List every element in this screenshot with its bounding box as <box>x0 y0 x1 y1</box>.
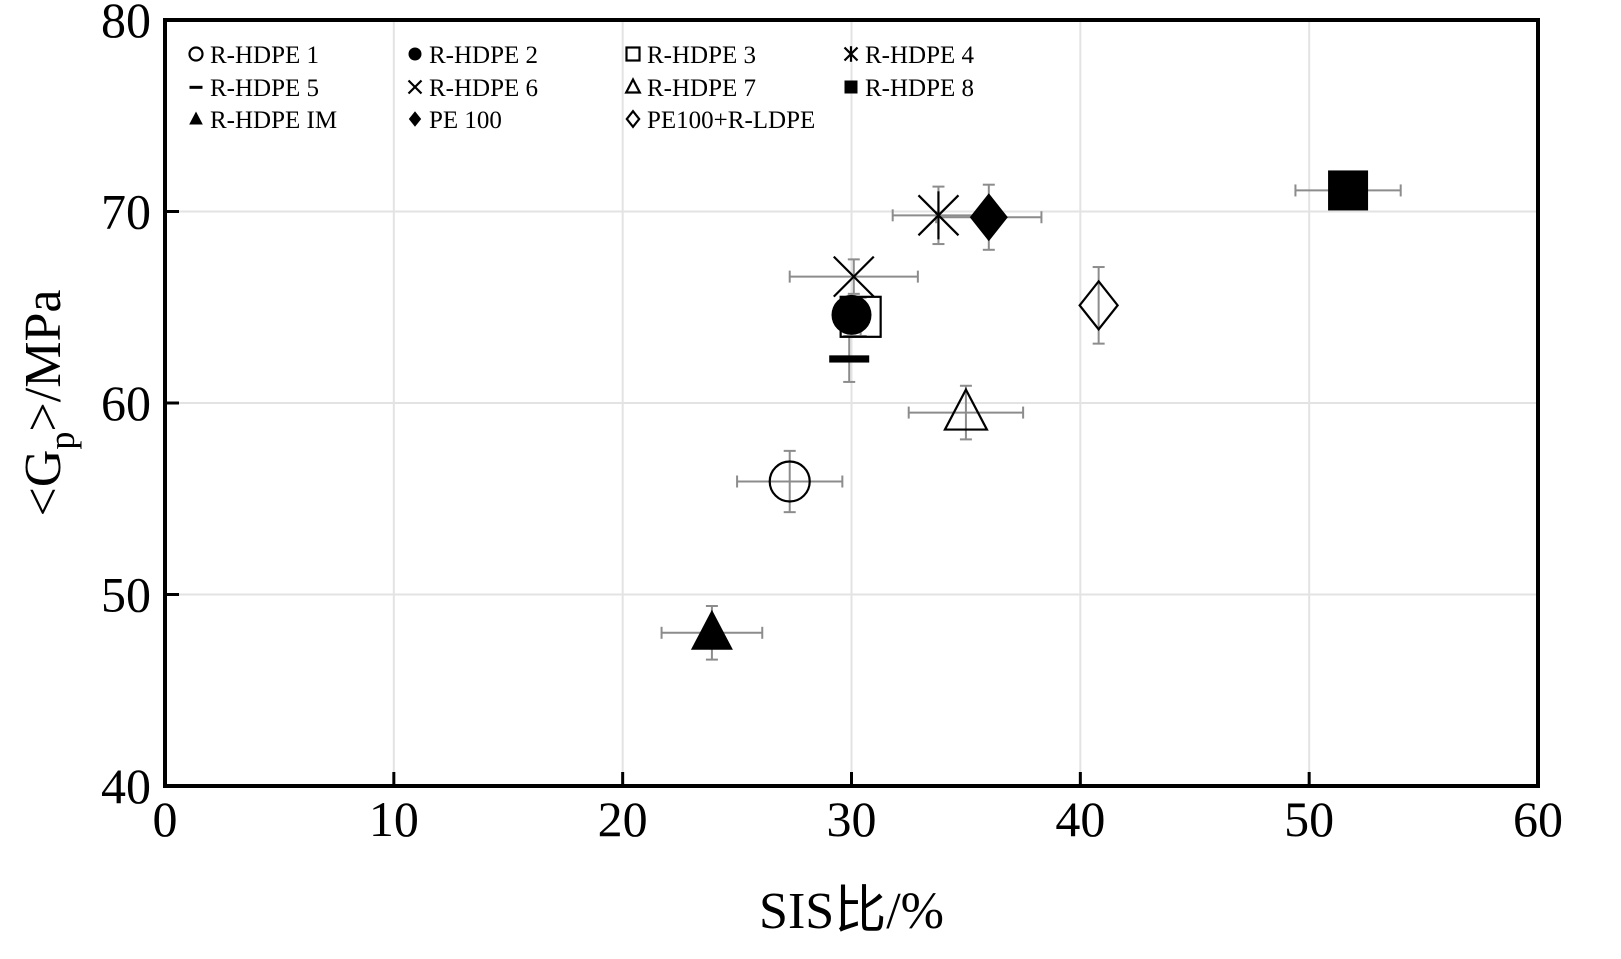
legend-marker <box>189 111 203 125</box>
legend-marker <box>624 77 642 94</box>
legend-item: R-HDPE 4 <box>843 42 975 69</box>
data-point <box>690 609 733 650</box>
legend-label: R-HDPE 3 <box>647 42 756 69</box>
legend-label: R-HDPE IM <box>210 107 337 134</box>
data-point <box>1328 170 1369 211</box>
legend-label: R-HDPE 8 <box>865 75 974 102</box>
legend-marker <box>189 85 203 89</box>
y-axis-title-main: <G <box>15 450 72 517</box>
y-tick-label: 80 <box>101 0 151 48</box>
data-point <box>969 193 1008 242</box>
legend-item: R-HDPE 3 <box>625 42 756 69</box>
x-tick-label: 20 <box>598 791 648 847</box>
legend-item: R-HDPE 6 <box>407 75 538 102</box>
legend-marker <box>844 80 858 94</box>
legend-label: R-HDPE 7 <box>647 75 756 102</box>
x-axis-title: SIS比/% <box>759 883 944 940</box>
data-point <box>1078 279 1120 332</box>
data-point <box>839 295 882 338</box>
y-axis-title-subscript: p <box>42 432 82 450</box>
legend-marker <box>625 109 641 129</box>
legend-marker <box>843 46 859 62</box>
grid-lines <box>165 20 1538 786</box>
legend-item: R-HDPE 5 <box>189 75 319 102</box>
x-tick-label: 10 <box>369 791 419 847</box>
y-tick-label: 50 <box>101 567 151 623</box>
legend-label: R-HDPE 4 <box>865 42 975 69</box>
data-point <box>917 191 960 240</box>
x-tick-label: 40 <box>1055 791 1105 847</box>
data-point <box>831 294 872 335</box>
x-tick-label: 60 <box>1513 791 1563 847</box>
data-point <box>829 355 870 363</box>
legend-label: R-HDPE 6 <box>429 75 538 102</box>
legend-label: PE 100 <box>429 107 502 134</box>
legend-label: R-HDPE 2 <box>429 42 538 69</box>
data-markers <box>690 170 1369 650</box>
legend-item: R-HDPE 8 <box>844 75 974 102</box>
legend-marker <box>407 79 423 95</box>
data-point <box>833 255 875 298</box>
legend-marker <box>408 111 422 127</box>
y-axis-title-rest: >/MPa <box>15 290 72 432</box>
legend-item: R-HDPE 1 <box>188 42 319 69</box>
y-tick-label: 60 <box>101 375 151 431</box>
error-bars <box>660 183 1402 661</box>
y-tick-label: 40 <box>101 758 151 814</box>
legend-item: R-HDPE IM <box>189 107 337 134</box>
axis-ticks: 0 10 20 30 40 50 60 40 50 60 70 80 <box>101 0 1563 847</box>
data-point <box>943 387 989 431</box>
legend-marker <box>625 46 641 62</box>
y-tick-label: 70 <box>101 184 151 240</box>
legend-label: R-HDPE 1 <box>210 42 319 69</box>
legend-item: R-HDPE 7 <box>624 75 756 102</box>
legend-marker <box>408 47 422 61</box>
legend-item: PE100+R-LDPE <box>625 107 815 134</box>
legend-label: R-HDPE 5 <box>210 75 319 102</box>
legend-marker <box>188 46 204 62</box>
legend-item: PE 100 <box>408 107 502 134</box>
legend-label: PE100+R-LDPE <box>647 107 815 134</box>
data-point <box>768 460 811 503</box>
x-tick-label: 30 <box>827 791 877 847</box>
legend: R-HDPE 1 R-HDPE 2 R-HDPE 3 R-HDPE 4 R-HDPE 5… <box>188 42 975 134</box>
y-axis-title: <Gp>/MPa <box>15 290 82 517</box>
x-tick-label: 0 <box>153 791 178 847</box>
x-tick-label: 50 <box>1284 791 1334 847</box>
legend-item: R-HDPE 2 <box>408 42 538 69</box>
